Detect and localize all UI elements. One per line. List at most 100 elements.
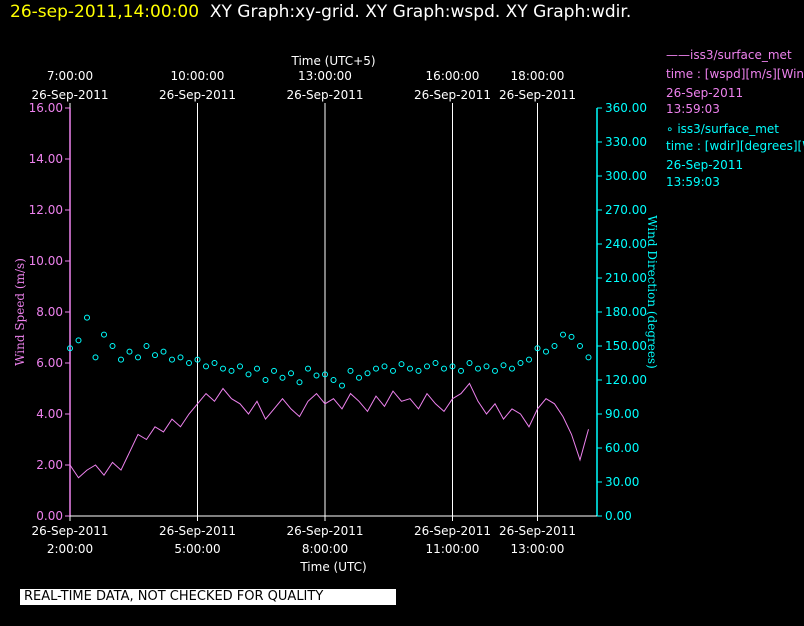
wind-direction-point xyxy=(305,365,311,372)
right-tick-label: 30.00 xyxy=(605,475,639,489)
wind-direction-point xyxy=(356,374,362,381)
wind-direction-point xyxy=(551,343,558,349)
left-tick-label: 16.00 xyxy=(29,101,63,115)
legend-wspd-time: 13:59:03 xyxy=(666,102,720,116)
right-tick-label: 360.00 xyxy=(605,101,647,115)
wind-direction-point xyxy=(237,363,243,370)
wind-direction-point xyxy=(347,367,354,374)
x-axis-label-top: Time (UTC+5) xyxy=(290,54,375,68)
wind-direction-point xyxy=(373,365,379,372)
wind-direction-point xyxy=(194,356,201,363)
wind-direction-point xyxy=(228,367,235,374)
wind-direction-point xyxy=(517,360,524,366)
wind-direction-point xyxy=(322,371,328,378)
left-tick-label: 4.00 xyxy=(36,407,63,421)
right-tick-label: 180.00 xyxy=(605,305,647,319)
wind-direction-point xyxy=(381,363,388,370)
bottom-tick-date: 26-Sep-2011 xyxy=(499,524,576,538)
top-tick-date: 26-Sep-2011 xyxy=(499,88,576,102)
wind-direction-point xyxy=(509,365,515,372)
wind-direction-point xyxy=(398,361,405,368)
bottom-tick-time: 5:00:00 xyxy=(174,542,220,556)
wind-direction-point xyxy=(424,363,430,370)
wind-direction-point xyxy=(220,365,226,372)
wind-direction-point xyxy=(288,370,294,377)
header-timestamp: 26-sep-2011,14:00:00 xyxy=(10,2,200,22)
bottom-tick-time: 8:00:00 xyxy=(302,542,348,556)
wind-direction-point xyxy=(577,343,583,349)
top-tick-date: 26-Sep-2011 xyxy=(159,88,236,102)
wind-direction-point xyxy=(101,331,107,338)
bottom-tick-date: 26-Sep-2011 xyxy=(414,524,491,538)
right-tick-label: 240.00 xyxy=(605,237,647,251)
legend-wspd-source: ——iss3/surface_met xyxy=(666,48,792,62)
wind-direction-point xyxy=(313,372,320,379)
top-tick-date: 26-Sep-2011 xyxy=(286,88,363,102)
top-tick-date: 26-Sep-2011 xyxy=(414,88,491,102)
legend-wdir-time: 13:59:03 xyxy=(666,175,720,189)
wind-direction-point xyxy=(339,382,345,389)
wind-direction-point xyxy=(432,360,439,366)
right-tick-label: 300.00 xyxy=(605,169,647,183)
wind-direction-point xyxy=(415,367,422,374)
wind-direction-point xyxy=(271,367,277,374)
wind-direction-point xyxy=(118,356,124,363)
top-tick-time: 16:00:00 xyxy=(426,69,480,83)
bottom-tick-date: 26-Sep-2011 xyxy=(286,524,363,538)
legend-wspd-date: 26-Sep-2011 xyxy=(666,86,744,100)
wind-direction-point xyxy=(92,354,99,361)
bottom-tick-date: 26-Sep-2011 xyxy=(31,524,108,538)
wind-direction-point xyxy=(169,356,175,363)
wind-direction-point xyxy=(475,365,481,372)
wind-direction-point xyxy=(126,348,133,355)
x-axis-label-bottom: Time (UTC) xyxy=(299,560,366,574)
legend-wdir-source: ∘ iss3/surface_met xyxy=(666,122,779,136)
wind-direction-point xyxy=(135,354,141,361)
legend-wspd-variable: time : [wspd][m/s][Wind xyxy=(666,67,804,81)
wind-direction-point xyxy=(67,345,73,352)
wind-speed-line xyxy=(69,382,589,479)
right-tick-label: 150.00 xyxy=(605,339,647,353)
wind-direction-point xyxy=(160,348,167,355)
wind-direction-point xyxy=(296,379,303,386)
left-tick-label: 0.00 xyxy=(36,509,63,523)
wind-direction-point xyxy=(245,371,252,378)
wind-direction-point xyxy=(254,365,260,372)
header-title: XY Graph:xy-grid. XY Graph:wspd. XY Grap… xyxy=(209,2,632,22)
wind-direction-point xyxy=(585,354,592,361)
wind-direction-point xyxy=(75,337,82,344)
graph-header: 26-sep-2011,14:00:00 XY Graph:xy-grid. X… xyxy=(10,2,631,22)
wind-direction-point xyxy=(449,363,456,370)
quality-disclaimer: REAL-TIME DATA, NOT CHECKED FOR QUALITY xyxy=(20,589,396,605)
wind-direction-point xyxy=(177,354,184,361)
right-tick-label: 210.00 xyxy=(605,271,647,285)
left-tick-label: 6.00 xyxy=(36,356,63,370)
top-tick-time: 18:00:00 xyxy=(511,69,565,83)
right-tick-label: 120.00 xyxy=(605,373,647,387)
bottom-tick-date: 26-Sep-2011 xyxy=(159,524,236,538)
legend-wdir-date: 26-Sep-2011 xyxy=(666,158,744,172)
wind-direction-point xyxy=(279,374,286,381)
wind-direction-point xyxy=(534,345,541,352)
wind-direction-point xyxy=(526,356,532,363)
wind-direction-point xyxy=(568,333,575,340)
wind-direction-point xyxy=(364,370,371,377)
left-tick-label: 10.00 xyxy=(29,254,63,268)
wind-direction-point xyxy=(458,367,464,374)
wind-direction-point xyxy=(483,363,490,370)
right-tick-label: 90.00 xyxy=(605,407,639,421)
wind-direction-point xyxy=(330,377,337,383)
wind-direction-point xyxy=(492,367,498,374)
left-tick-label: 8.00 xyxy=(36,305,63,319)
bottom-tick-time: 2:00:00 xyxy=(47,542,93,556)
wind-direction-point xyxy=(109,343,116,349)
top-tick-time: 10:00:00 xyxy=(171,69,225,83)
wind-direction-point xyxy=(407,365,413,372)
wind-direction-point xyxy=(203,363,209,370)
wind-direction-point xyxy=(152,352,158,359)
wind-direction-point xyxy=(390,367,396,374)
wind-direction-point xyxy=(84,314,90,321)
wind-direction-point xyxy=(441,365,447,372)
right-tick-label: 60.00 xyxy=(605,441,639,455)
